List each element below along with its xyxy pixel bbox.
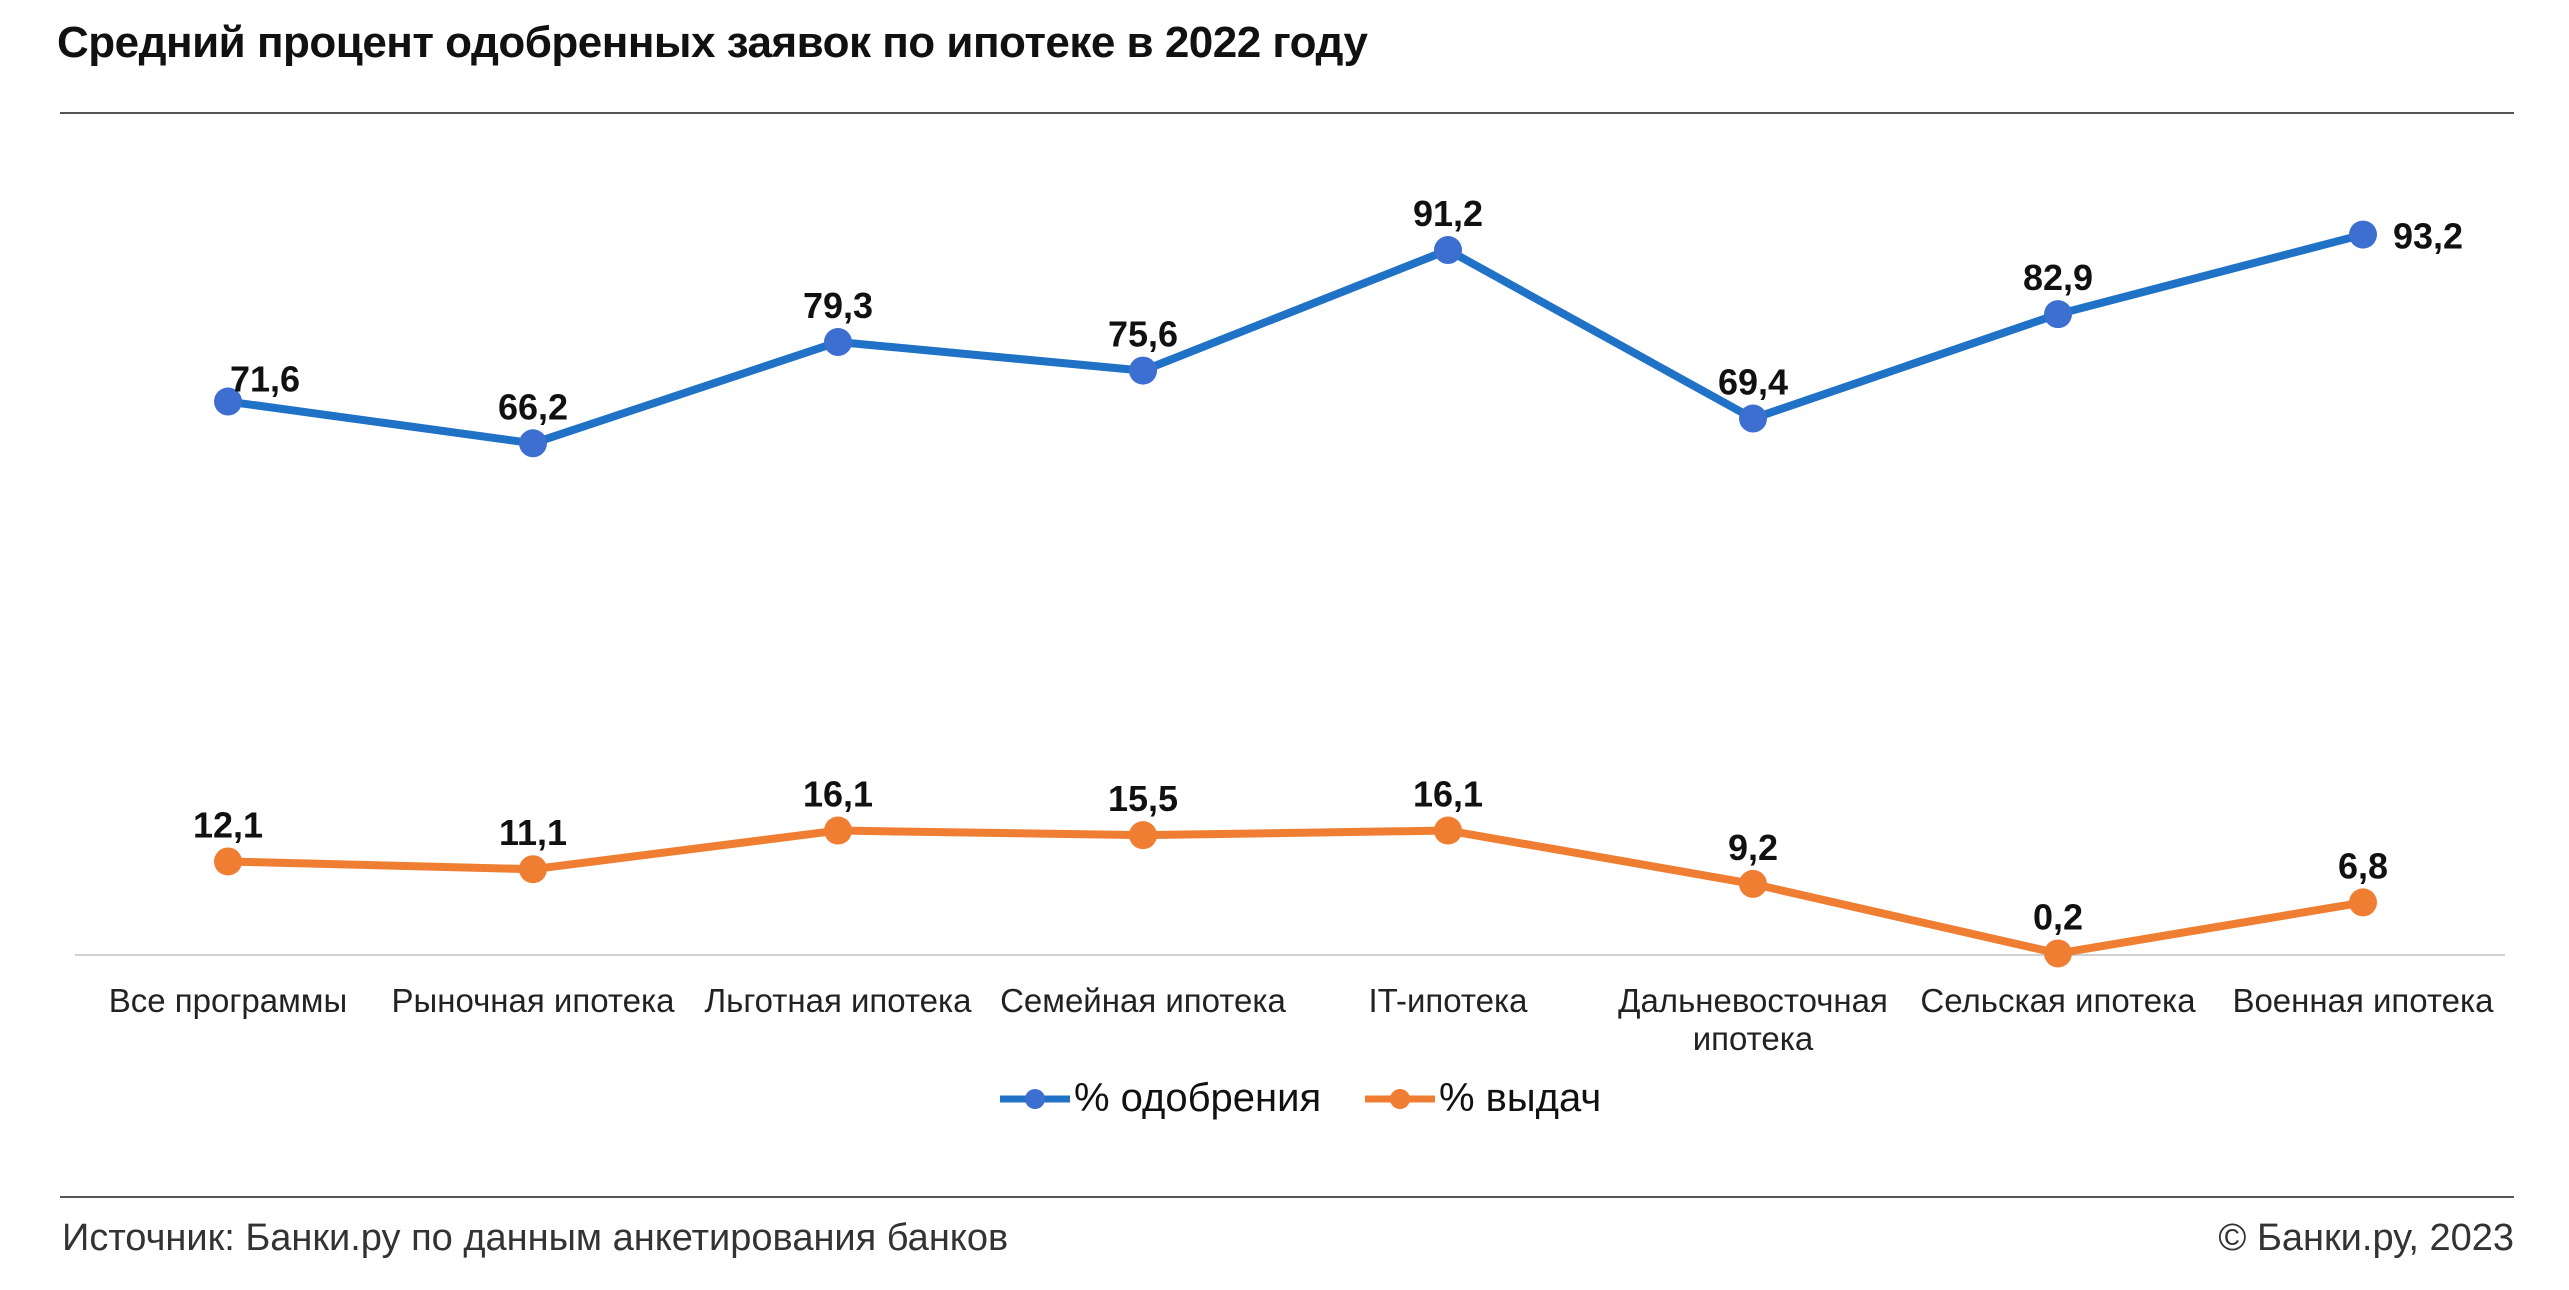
data-point-approval xyxy=(519,429,547,458)
legend-marker-approval xyxy=(1000,1088,1070,1109)
data-point-approval xyxy=(824,328,852,357)
data-label-approval: 93,2 xyxy=(2393,216,2463,257)
x-tick-label: Рыночная ипотека xyxy=(392,982,676,1019)
copyright-note: © Банки.ру, 2023 xyxy=(2218,1217,2514,1259)
x-tick-label: ипотека xyxy=(1693,1020,1814,1057)
data-label-issuance: 12,1 xyxy=(193,804,263,845)
series-layer: 71,6 66,2 79,3 75,6 91,2 69,4 82,9 93,2 12,1 11,1… xyxy=(193,193,2463,968)
x-tick-label: Дальневосточная xyxy=(1618,982,1888,1019)
data-point-issuance xyxy=(1129,821,1157,850)
data-point-approval xyxy=(2044,300,2072,329)
data-point-approval xyxy=(1129,356,1157,385)
data-label-approval: 71,6 xyxy=(230,359,300,400)
data-point-issuance xyxy=(1434,816,1462,845)
data-label-issuance: 16,1 xyxy=(803,774,873,815)
legend-label-issuance: % выдач xyxy=(1439,1076,1602,1120)
data-label-issuance: 0,2 xyxy=(2033,896,2083,937)
x-tick-label: Военная ипотека xyxy=(2232,982,2494,1019)
x-tick-label: Льготная ипотека xyxy=(704,982,972,1019)
series-line-approval xyxy=(227,230,2365,448)
legend-item-issuance: % выдач xyxy=(1365,1076,1601,1121)
line-chart: 71,6 66,2 79,3 75,6 91,2 69,4 82,9 93,2 12,1 11,1… xyxy=(75,193,2505,1057)
data-label-issuance: 15,5 xyxy=(1108,778,1178,819)
data-label-approval: 69,4 xyxy=(1718,362,1788,403)
legend-marker-issuance xyxy=(1365,1088,1435,1109)
data-point-approval xyxy=(2349,220,2377,249)
x-tick-labels: Все программы Рыночная ипотека Льготная ип… xyxy=(109,982,2494,1057)
data-label-issuance: 16,1 xyxy=(1413,774,1483,815)
x-tick-label: Сельская ипотека xyxy=(1920,982,2196,1019)
data-point-issuance xyxy=(214,847,242,876)
chart-title: Средний процент одобренных заявок по ипо… xyxy=(57,18,1368,67)
data-point-approval xyxy=(214,387,242,416)
data-label-approval: 91,2 xyxy=(1413,193,1483,234)
data-label-issuance: 9,2 xyxy=(1728,827,1778,868)
data-label-issuance: 6,8 xyxy=(2338,845,2388,886)
title-divider xyxy=(60,112,2514,114)
legend-item-approval: % одобрения xyxy=(1000,1076,1321,1121)
data-point-issuance xyxy=(824,816,852,845)
source-note: Источник: Банки.ру по данным анкетирован… xyxy=(62,1217,1009,1259)
data-point-approval xyxy=(1739,404,1767,433)
footer-divider xyxy=(60,1196,2514,1198)
data-point-issuance xyxy=(2044,939,2072,968)
series-line-issuance xyxy=(227,826,2364,958)
data-point-issuance xyxy=(519,855,547,884)
data-label-approval: 82,9 xyxy=(2023,257,2093,298)
x-tick-label: Все программы xyxy=(109,982,347,1019)
data-point-approval xyxy=(1434,236,1462,265)
x-tick-label: Семейная ипотека xyxy=(1000,982,1286,1019)
data-label-issuance: 11,1 xyxy=(499,812,567,853)
data-point-issuance xyxy=(2349,888,2377,917)
data-label-approval: 75,6 xyxy=(1108,314,1178,355)
data-label-approval: 79,3 xyxy=(803,285,873,326)
data-label-approval: 66,2 xyxy=(498,386,568,427)
legend-label-approval: % одобрения xyxy=(1074,1076,1322,1120)
data-point-issuance xyxy=(1739,869,1767,898)
x-tick-label: IT-ипотека xyxy=(1368,982,1528,1019)
